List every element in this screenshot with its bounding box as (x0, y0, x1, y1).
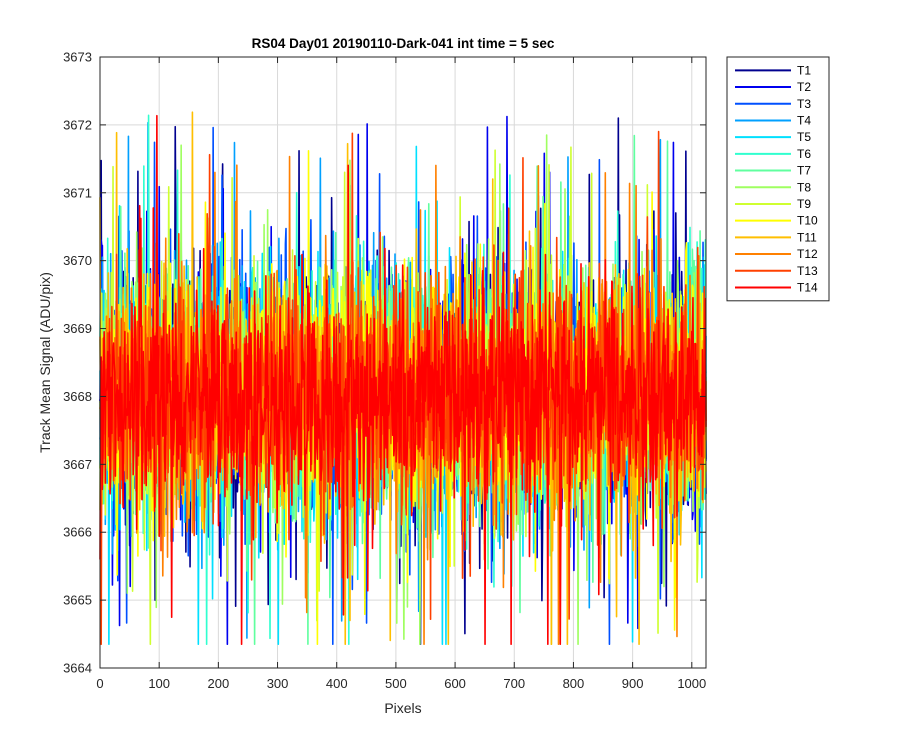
series-lines (99, 111, 707, 646)
x-tick-label: 700 (503, 676, 525, 691)
legend-entry-label: T8 (797, 180, 811, 194)
y-tick-label: 3672 (63, 117, 92, 132)
x-tick-label: 400 (326, 676, 348, 691)
x-tick-label: 300 (267, 676, 289, 691)
legend-entry-label: T11 (797, 230, 817, 244)
x-tick-label: 500 (385, 676, 407, 691)
x-tick-label: 900 (622, 676, 644, 691)
chart-title: RS04 Day01 20190110-Dark-041 int time = … (252, 36, 555, 51)
x-tick-label: 0 (96, 676, 103, 691)
legend-entry-label: T12 (797, 247, 818, 261)
y-tick-label: 3673 (63, 50, 92, 65)
axes: 0 100 200 300 400 500 600 700 800 900 1000 3664 3665… (63, 50, 707, 692)
y-axis-label: Track Mean Signal (ADU/pix) (37, 272, 53, 453)
legend-entry-label: T10 (797, 214, 818, 228)
legend-entry-label: T5 (797, 130, 811, 144)
legend-entry-label: T14 (797, 280, 818, 294)
legend-entry-label: T13 (797, 264, 818, 278)
x-tick-label: 200 (208, 676, 230, 691)
x-tick-label: 800 (563, 676, 585, 691)
y-tick-label: 3671 (63, 185, 92, 200)
legend: T1 T2 T3 T4 T5 T6 T7 T8 T9 T10 T11 T12 T13 T14 (726, 56, 830, 302)
y-tick-label: 3666 (63, 525, 92, 540)
x-tick-label: 600 (444, 676, 466, 691)
y-tick-label: 3669 (63, 321, 92, 336)
x-axis-label: Pixels (384, 700, 421, 716)
y-tick-label: 3670 (63, 253, 92, 268)
ticks: 0 100 200 300 400 500 600 700 800 900 1000 3664 3665… (63, 50, 706, 692)
axes-box (99, 56, 707, 669)
legend-entry-label: T4 (797, 113, 811, 127)
legend-entry-label: T2 (797, 80, 811, 94)
series-line-t14 (99, 114, 707, 646)
x-tick-label: 100 (148, 676, 170, 691)
y-tick-label: 3667 (63, 457, 92, 472)
legend-entry-label: T9 (797, 197, 811, 211)
legend-entry-label: T1 (797, 63, 811, 77)
y-tick-label: 3664 (63, 661, 92, 676)
y-tick-label: 3665 (63, 593, 92, 608)
x-tick-label: 1000 (677, 676, 706, 691)
y-tick-label: 3668 (63, 389, 92, 404)
legend-box (726, 56, 830, 302)
legend-entry-label: T3 (797, 97, 811, 111)
legend-entry-label: T7 (797, 164, 811, 178)
legend-entry-label: T6 (797, 147, 811, 161)
